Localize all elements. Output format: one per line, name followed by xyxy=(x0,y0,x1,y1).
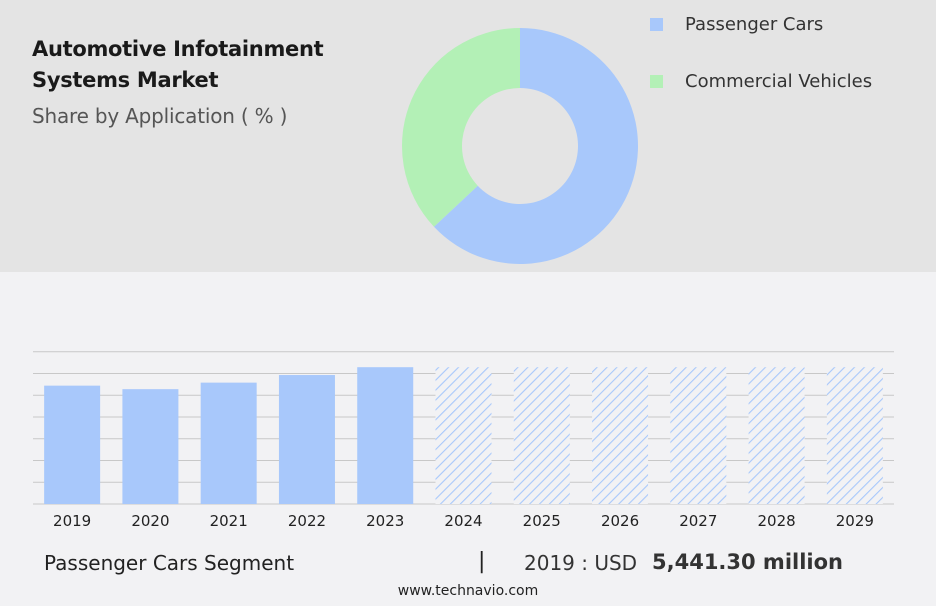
x-tick-label: 2019 xyxy=(53,512,91,530)
donut-slice-0 xyxy=(433,28,638,264)
x-tick-label: 2021 xyxy=(210,512,248,530)
x-tick-label: 2023 xyxy=(366,512,404,530)
legend-swatch-commercial-vehicles xyxy=(650,75,663,88)
x-tick-label: 2020 xyxy=(131,512,169,530)
x-tick-label: 2028 xyxy=(757,512,795,530)
bar-2029 xyxy=(826,367,883,504)
bar-2025 xyxy=(513,367,570,504)
bar-2028 xyxy=(748,367,805,504)
bar-2026 xyxy=(592,367,649,504)
footer-year: 2019 : USD xyxy=(524,551,638,575)
bar-2024 xyxy=(435,367,492,504)
source-link[interactable]: www.technavio.com xyxy=(397,583,539,599)
legend-label-commercial-vehicles: Commercial Vehicles xyxy=(685,71,873,92)
bar-2021 xyxy=(200,382,257,504)
x-tick-label: 2024 xyxy=(444,512,482,530)
footer-value: 5,441.30 million xyxy=(652,550,843,574)
legend-swatch-passenger-cars xyxy=(650,18,663,31)
legend-item-commercial-vehicles: Commercial Vehicles xyxy=(650,71,872,92)
bar-2022 xyxy=(278,375,335,504)
segment-label: Passenger Cars Segment xyxy=(44,551,295,575)
x-tick-label: 2025 xyxy=(523,512,561,530)
bar-2019 xyxy=(44,385,101,504)
x-tick-label: 2022 xyxy=(288,512,326,530)
chart-subtitle: Share by Application ( % ) xyxy=(32,104,288,128)
donut-chart xyxy=(402,28,638,264)
bar-2020 xyxy=(122,389,179,504)
legend-item-passenger-cars: Passenger Cars xyxy=(650,14,823,35)
bar-2027 xyxy=(670,367,727,504)
legend-label-passenger-cars: Passenger Cars xyxy=(685,14,824,35)
donut-slice-1 xyxy=(402,28,520,227)
chart-title: Automotive Infotainment Systems Market xyxy=(32,37,324,92)
x-tick-label: 2027 xyxy=(679,512,717,530)
bar-chart: 2019 2020 2021 2022 2023 2024 2025 2026 2027 2028… xyxy=(33,351,894,530)
x-tick-label: 2029 xyxy=(836,512,874,530)
x-tick-label: 2026 xyxy=(601,512,639,530)
footer-separator: | xyxy=(478,549,486,574)
bar-2023 xyxy=(357,367,414,504)
